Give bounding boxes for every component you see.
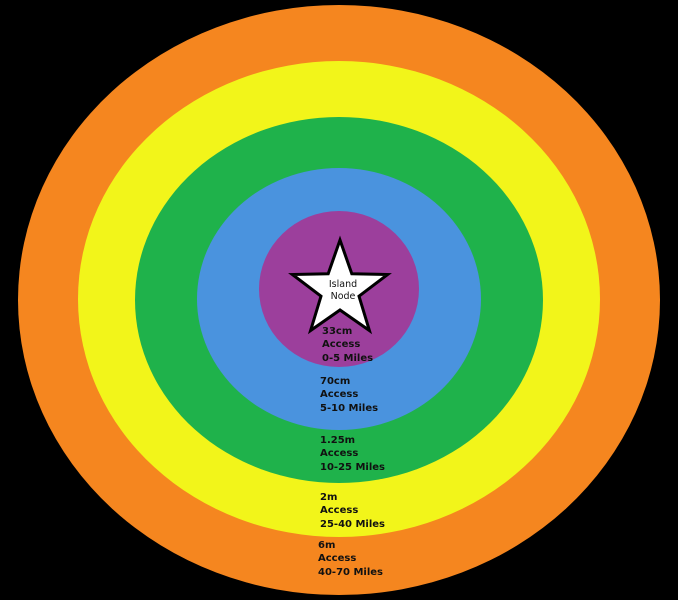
- label-2m: 2m Access 25-40 Miles: [320, 491, 385, 531]
- access: Access: [320, 448, 359, 460]
- access: Access: [322, 339, 361, 351]
- range: 25-40 Miles: [320, 518, 386, 530]
- label-70cm: 70cm Access 5-10 Miles: [320, 375, 378, 415]
- access: Access: [320, 505, 359, 517]
- star-icon: [288, 235, 392, 335]
- access: Access: [320, 389, 359, 401]
- band: 1.25m: [320, 435, 356, 446]
- label-6m: 6m Access 40-70 Miles: [318, 539, 383, 579]
- label-33cm: 33cm Access 0-5 Miles: [322, 325, 373, 365]
- range: 10-25 Miles: [320, 461, 386, 473]
- band: 33cm: [322, 326, 353, 337]
- island-node-label: Island Node: [313, 279, 373, 303]
- island-label: Island: [328, 279, 358, 290]
- band: 2m: [320, 492, 338, 503]
- label-1-25m: 1.25m Access 10-25 Miles: [320, 434, 385, 474]
- band: 6m: [318, 540, 336, 551]
- range: 5-10 Miles: [320, 402, 379, 414]
- band: 70cm: [320, 376, 351, 387]
- range: 0-5 Miles: [322, 352, 374, 364]
- node-label: Node: [330, 291, 356, 302]
- range: 40-70 Miles: [318, 566, 384, 578]
- access: Access: [318, 553, 357, 565]
